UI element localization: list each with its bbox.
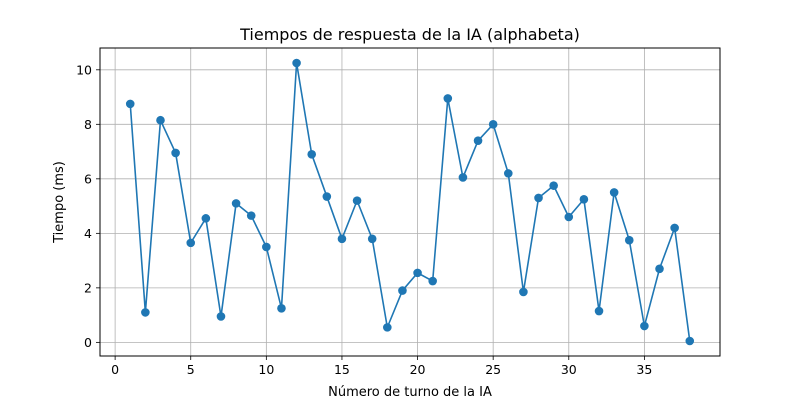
data-point bbox=[624, 235, 634, 245]
y-tick-label: 10 bbox=[76, 62, 92, 77]
data-point bbox=[458, 173, 468, 182]
data-point bbox=[352, 196, 362, 205]
data-point bbox=[322, 192, 332, 201]
y-tick-label: 0 bbox=[84, 335, 92, 350]
data-point bbox=[367, 234, 377, 244]
data-point bbox=[292, 58, 301, 68]
y-tick-label: 6 bbox=[84, 171, 92, 186]
data-point bbox=[488, 120, 498, 129]
data-point bbox=[156, 115, 165, 125]
data-point bbox=[443, 94, 453, 103]
x-tick-label: 35 bbox=[636, 362, 652, 377]
series-line bbox=[129, 62, 691, 342]
data-point bbox=[398, 286, 407, 295]
data-point bbox=[640, 321, 649, 331]
data-point bbox=[685, 336, 695, 346]
data-point bbox=[171, 148, 180, 158]
x-tick-label: 15 bbox=[334, 362, 350, 377]
data-point bbox=[246, 211, 256, 220]
x-tick-label: 0 bbox=[111, 362, 119, 377]
y-axis-label: Tiempo (ms) bbox=[52, 161, 67, 244]
y-tick-label: 2 bbox=[84, 280, 92, 295]
x-tick-label: 25 bbox=[485, 362, 501, 377]
series-layer bbox=[125, 58, 695, 346]
data-point bbox=[125, 99, 135, 109]
data-point bbox=[594, 306, 604, 316]
data-point bbox=[216, 312, 226, 321]
data-point bbox=[262, 242, 271, 252]
data-point bbox=[383, 323, 392, 332]
data-point bbox=[201, 214, 211, 223]
data-point bbox=[564, 212, 574, 222]
data-point bbox=[579, 194, 589, 204]
x-tick-label: 5 bbox=[187, 362, 195, 377]
data-point bbox=[413, 268, 422, 278]
x-tick-label: 30 bbox=[561, 362, 577, 377]
x-axis: 0 5 10 15 20 25 30 35 bbox=[111, 356, 652, 377]
data-point bbox=[534, 193, 543, 203]
data-point bbox=[549, 181, 558, 190]
y-axis: 0 2 4 6 8 10 bbox=[76, 62, 100, 350]
data-point bbox=[428, 276, 437, 286]
data-point bbox=[141, 308, 150, 317]
x-tick-label: 10 bbox=[258, 362, 274, 377]
grid bbox=[100, 48, 720, 356]
y-tick-label: 4 bbox=[84, 226, 92, 241]
chart-title: Tiempos de respuesta de la IA (alphabeta… bbox=[239, 25, 580, 44]
data-point bbox=[670, 223, 679, 233]
data-point bbox=[609, 188, 619, 197]
data-point bbox=[519, 287, 528, 297]
y-tick-label: 8 bbox=[84, 117, 92, 132]
data-point bbox=[473, 136, 483, 145]
data-point bbox=[337, 234, 347, 244]
data-point bbox=[231, 199, 241, 208]
data-point bbox=[503, 169, 513, 178]
data-point bbox=[277, 304, 286, 313]
data-point bbox=[307, 150, 317, 159]
x-tick-label: 20 bbox=[410, 362, 426, 377]
data-point bbox=[186, 238, 196, 248]
plot-area-frame bbox=[99, 47, 721, 357]
data-point bbox=[655, 264, 664, 274]
x-axis-label: Número de turno de la IA bbox=[328, 385, 492, 400]
